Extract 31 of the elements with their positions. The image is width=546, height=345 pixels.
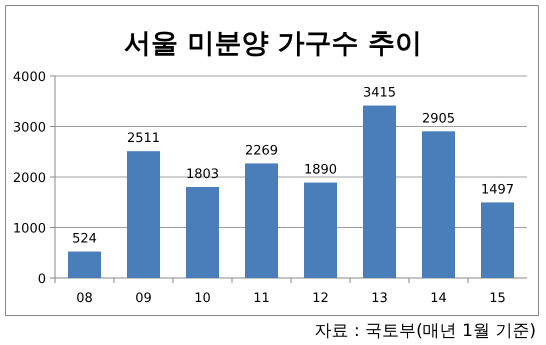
bar: [304, 182, 338, 278]
data-label: 2511: [126, 131, 160, 146]
bar: [480, 202, 514, 278]
data-label: 2269: [244, 143, 278, 158]
x-tick-label: 14: [430, 291, 447, 306]
text: 자료 : 국토부(매년 1월 기준): [314, 321, 536, 341]
bar: [244, 163, 278, 278]
data-label: 1497: [480, 182, 514, 198]
bar: [186, 186, 220, 278]
x-tick-label: 09: [135, 291, 152, 306]
x-tick-label: 15: [489, 291, 506, 306]
bar: [362, 106, 396, 278]
y-tick-label: 4000: [12, 70, 46, 85]
data-label: 2905: [422, 111, 456, 126]
data-label: 524: [72, 232, 97, 247]
x-tick-label: 08: [76, 291, 93, 306]
chart-title: 서울 미분양 가구수 추이: [124, 28, 422, 59]
data-label: 1803: [186, 166, 220, 182]
data-label: 1890: [304, 162, 338, 178]
x-tick-label: 11: [253, 291, 270, 306]
y-tick-label: 2000: [12, 171, 46, 186]
y-tick-label: 1000: [12, 222, 46, 236]
bar: [422, 131, 456, 278]
bar: [126, 151, 160, 278]
data-label: 3415: [362, 86, 396, 101]
x-tick-label: 13: [371, 291, 388, 306]
y-tick-label: 0: [38, 272, 46, 287]
x-tick-label: 10: [194, 291, 211, 306]
y-tick-label: 3000: [12, 120, 46, 136]
x-tick-label: 12: [312, 291, 329, 306]
bar: [68, 252, 102, 278]
